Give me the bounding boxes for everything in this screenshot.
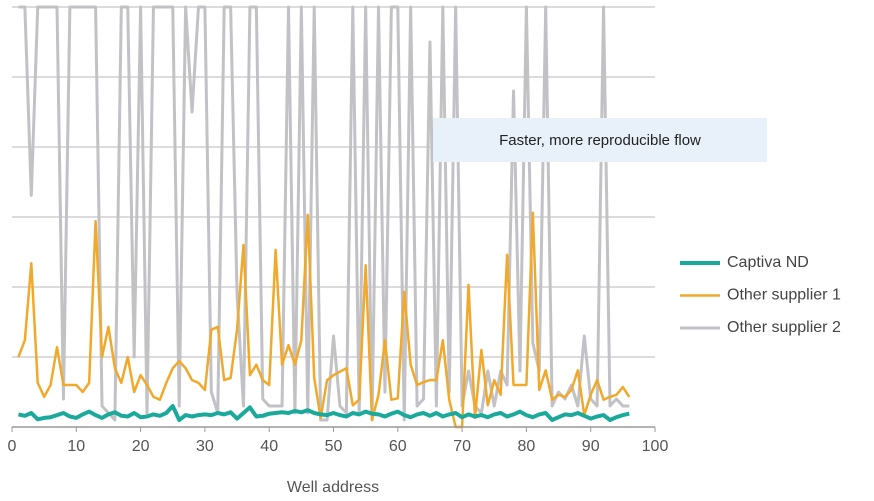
x-tick-label: 40 bbox=[260, 438, 278, 455]
x-tick-label: 0 bbox=[8, 438, 17, 455]
annotation-box bbox=[433, 118, 767, 162]
x-tick-label: 90 bbox=[582, 438, 600, 455]
x-axis: 0 10 20 30 40 50 60 70 80 90 100 bbox=[8, 426, 669, 455]
grid bbox=[12, 6, 655, 428]
x-tick-label: 10 bbox=[67, 438, 85, 455]
x-tick-label: 60 bbox=[389, 438, 407, 455]
x-tick-label: 20 bbox=[132, 438, 150, 455]
legend-label: Captiva ND bbox=[727, 254, 809, 271]
series-line bbox=[18, 404, 630, 422]
x-tick-label: 80 bbox=[518, 438, 536, 455]
x-tick-label: 100 bbox=[642, 438, 669, 455]
legend-label: Other supplier 1 bbox=[727, 287, 841, 304]
series-line bbox=[17, 211, 631, 429]
legend: Captiva ND Other supplier 1 Other supplier… bbox=[680, 254, 841, 336]
x-axis-label: Well address bbox=[287, 479, 379, 496]
x-tick-label: 30 bbox=[196, 438, 214, 455]
plot-area bbox=[17, 5, 631, 429]
x-tick-label: 70 bbox=[453, 438, 471, 455]
annotation: Faster, more reproducible flow bbox=[499, 132, 701, 149]
legend-label: Other supplier 2 bbox=[727, 319, 841, 336]
series-line bbox=[18, 5, 630, 422]
x-tick-label: 50 bbox=[325, 438, 343, 455]
